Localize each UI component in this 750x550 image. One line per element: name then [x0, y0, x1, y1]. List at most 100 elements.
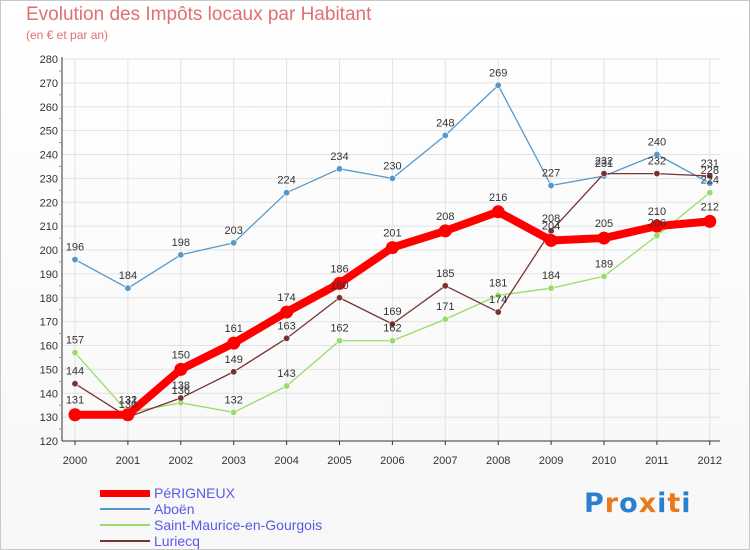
y-tick-label: 260	[40, 102, 58, 114]
data-label: 201	[383, 228, 401, 240]
data-label: 232	[595, 156, 613, 168]
data-point	[174, 362, 188, 376]
data-point	[600, 272, 608, 280]
data-point	[230, 408, 238, 416]
y-tick-label: 130	[40, 412, 58, 424]
data-point	[283, 382, 291, 390]
legend-swatch	[100, 540, 150, 542]
data-label: 189	[595, 258, 613, 270]
data-label: 186	[330, 263, 348, 275]
data-point	[385, 241, 399, 255]
data-point	[494, 81, 502, 89]
data-label: 143	[277, 368, 295, 380]
data-label: 204	[542, 220, 560, 232]
x-tick-label: 2000	[63, 455, 87, 467]
data-point	[706, 172, 714, 180]
data-point	[335, 294, 343, 302]
data-label: 198	[172, 237, 190, 249]
data-label: 174	[489, 294, 507, 306]
data-label: 184	[119, 270, 137, 282]
data-point	[494, 291, 502, 299]
data-point	[653, 170, 661, 178]
legend-swatch	[100, 508, 150, 510]
x-tick-label: 2005	[327, 455, 351, 467]
x-tick-label: 2010	[592, 455, 616, 467]
data-point	[494, 308, 502, 316]
x-tick-label: 2002	[169, 455, 193, 467]
data-point	[71, 380, 79, 388]
data-point	[280, 305, 294, 319]
data-point	[71, 349, 79, 357]
y-tick-label: 160	[40, 341, 58, 353]
data-label: 132	[225, 394, 243, 406]
data-label: 269	[489, 67, 507, 79]
y-tick-label: 230	[40, 173, 58, 185]
data-label: 131	[66, 395, 84, 407]
y-tick-label: 140	[40, 388, 58, 400]
x-tick-label: 2012	[698, 455, 722, 467]
data-point	[547, 284, 555, 292]
chart-subtitle: (en € et par an)	[26, 28, 109, 42]
data-point	[600, 170, 608, 178]
data-label: 224	[701, 175, 719, 187]
data-label: 169	[383, 306, 401, 318]
y-tick-label: 170	[40, 317, 58, 329]
x-tick-label: 2007	[433, 455, 457, 467]
data-point	[230, 239, 238, 247]
data-point	[547, 182, 555, 190]
y-tick-label: 180	[40, 293, 58, 305]
data-point	[121, 408, 135, 422]
logo-letter: P	[584, 488, 605, 519]
data-label: 224	[277, 175, 295, 187]
data-label: 248	[436, 117, 454, 129]
data-label: 150	[172, 349, 190, 361]
y-tick-label: 220	[40, 197, 58, 209]
data-point	[335, 337, 343, 345]
data-label: 234	[330, 151, 348, 163]
data-label: 136	[172, 385, 190, 397]
data-label: 203	[225, 225, 243, 237]
data-label: 131	[119, 395, 137, 407]
data-point	[333, 276, 346, 290]
data-point	[441, 131, 449, 139]
x-tick-label: 2006	[380, 455, 404, 467]
data-label: 230	[383, 160, 401, 172]
data-label: 163	[277, 320, 295, 332]
data-point	[388, 174, 396, 182]
data-label: 231	[701, 158, 719, 170]
data-point	[653, 232, 661, 240]
chart-title: Evolution des Impôts locaux par Habitant	[26, 4, 372, 25]
data-point	[177, 394, 185, 402]
data-label: 181	[489, 277, 507, 289]
data-point	[438, 224, 452, 238]
data-point	[706, 179, 714, 187]
data-label: 162	[383, 323, 401, 335]
x-tick-label: 2004	[274, 455, 298, 467]
series-layer	[68, 81, 717, 422]
data-label: 196	[66, 242, 84, 254]
data-point	[597, 231, 611, 245]
data-point	[388, 337, 396, 345]
data-label: 157	[66, 335, 84, 347]
axes-layer: 120 130 140 150 160 170 180 190 200 210 220 230 240 2…	[40, 54, 722, 467]
logo-letter: x	[638, 488, 658, 519]
y-tick-label: 210	[40, 221, 58, 233]
data-label: 240	[648, 137, 666, 149]
data-labels-layer: 196 184 198 203 224 234 230 248 269 227 231 240 228 1…	[66, 67, 719, 411]
data-point	[335, 165, 343, 173]
data-point	[124, 284, 132, 292]
y-tick-label: 150	[40, 364, 58, 376]
data-label: 132	[119, 394, 137, 406]
data-point	[230, 368, 238, 376]
y-tick-label: 280	[40, 54, 58, 66]
data-label: 144	[66, 366, 84, 378]
logo-letter: i	[681, 488, 692, 519]
proxiti-logo: Proxiti	[584, 488, 692, 519]
data-label: 228	[701, 165, 719, 177]
data-label: 161	[225, 323, 243, 335]
data-label: 162	[330, 323, 348, 335]
x-tick-label: 2003	[221, 455, 245, 467]
x-tick-label: 2008	[486, 455, 510, 467]
data-point	[544, 233, 558, 247]
